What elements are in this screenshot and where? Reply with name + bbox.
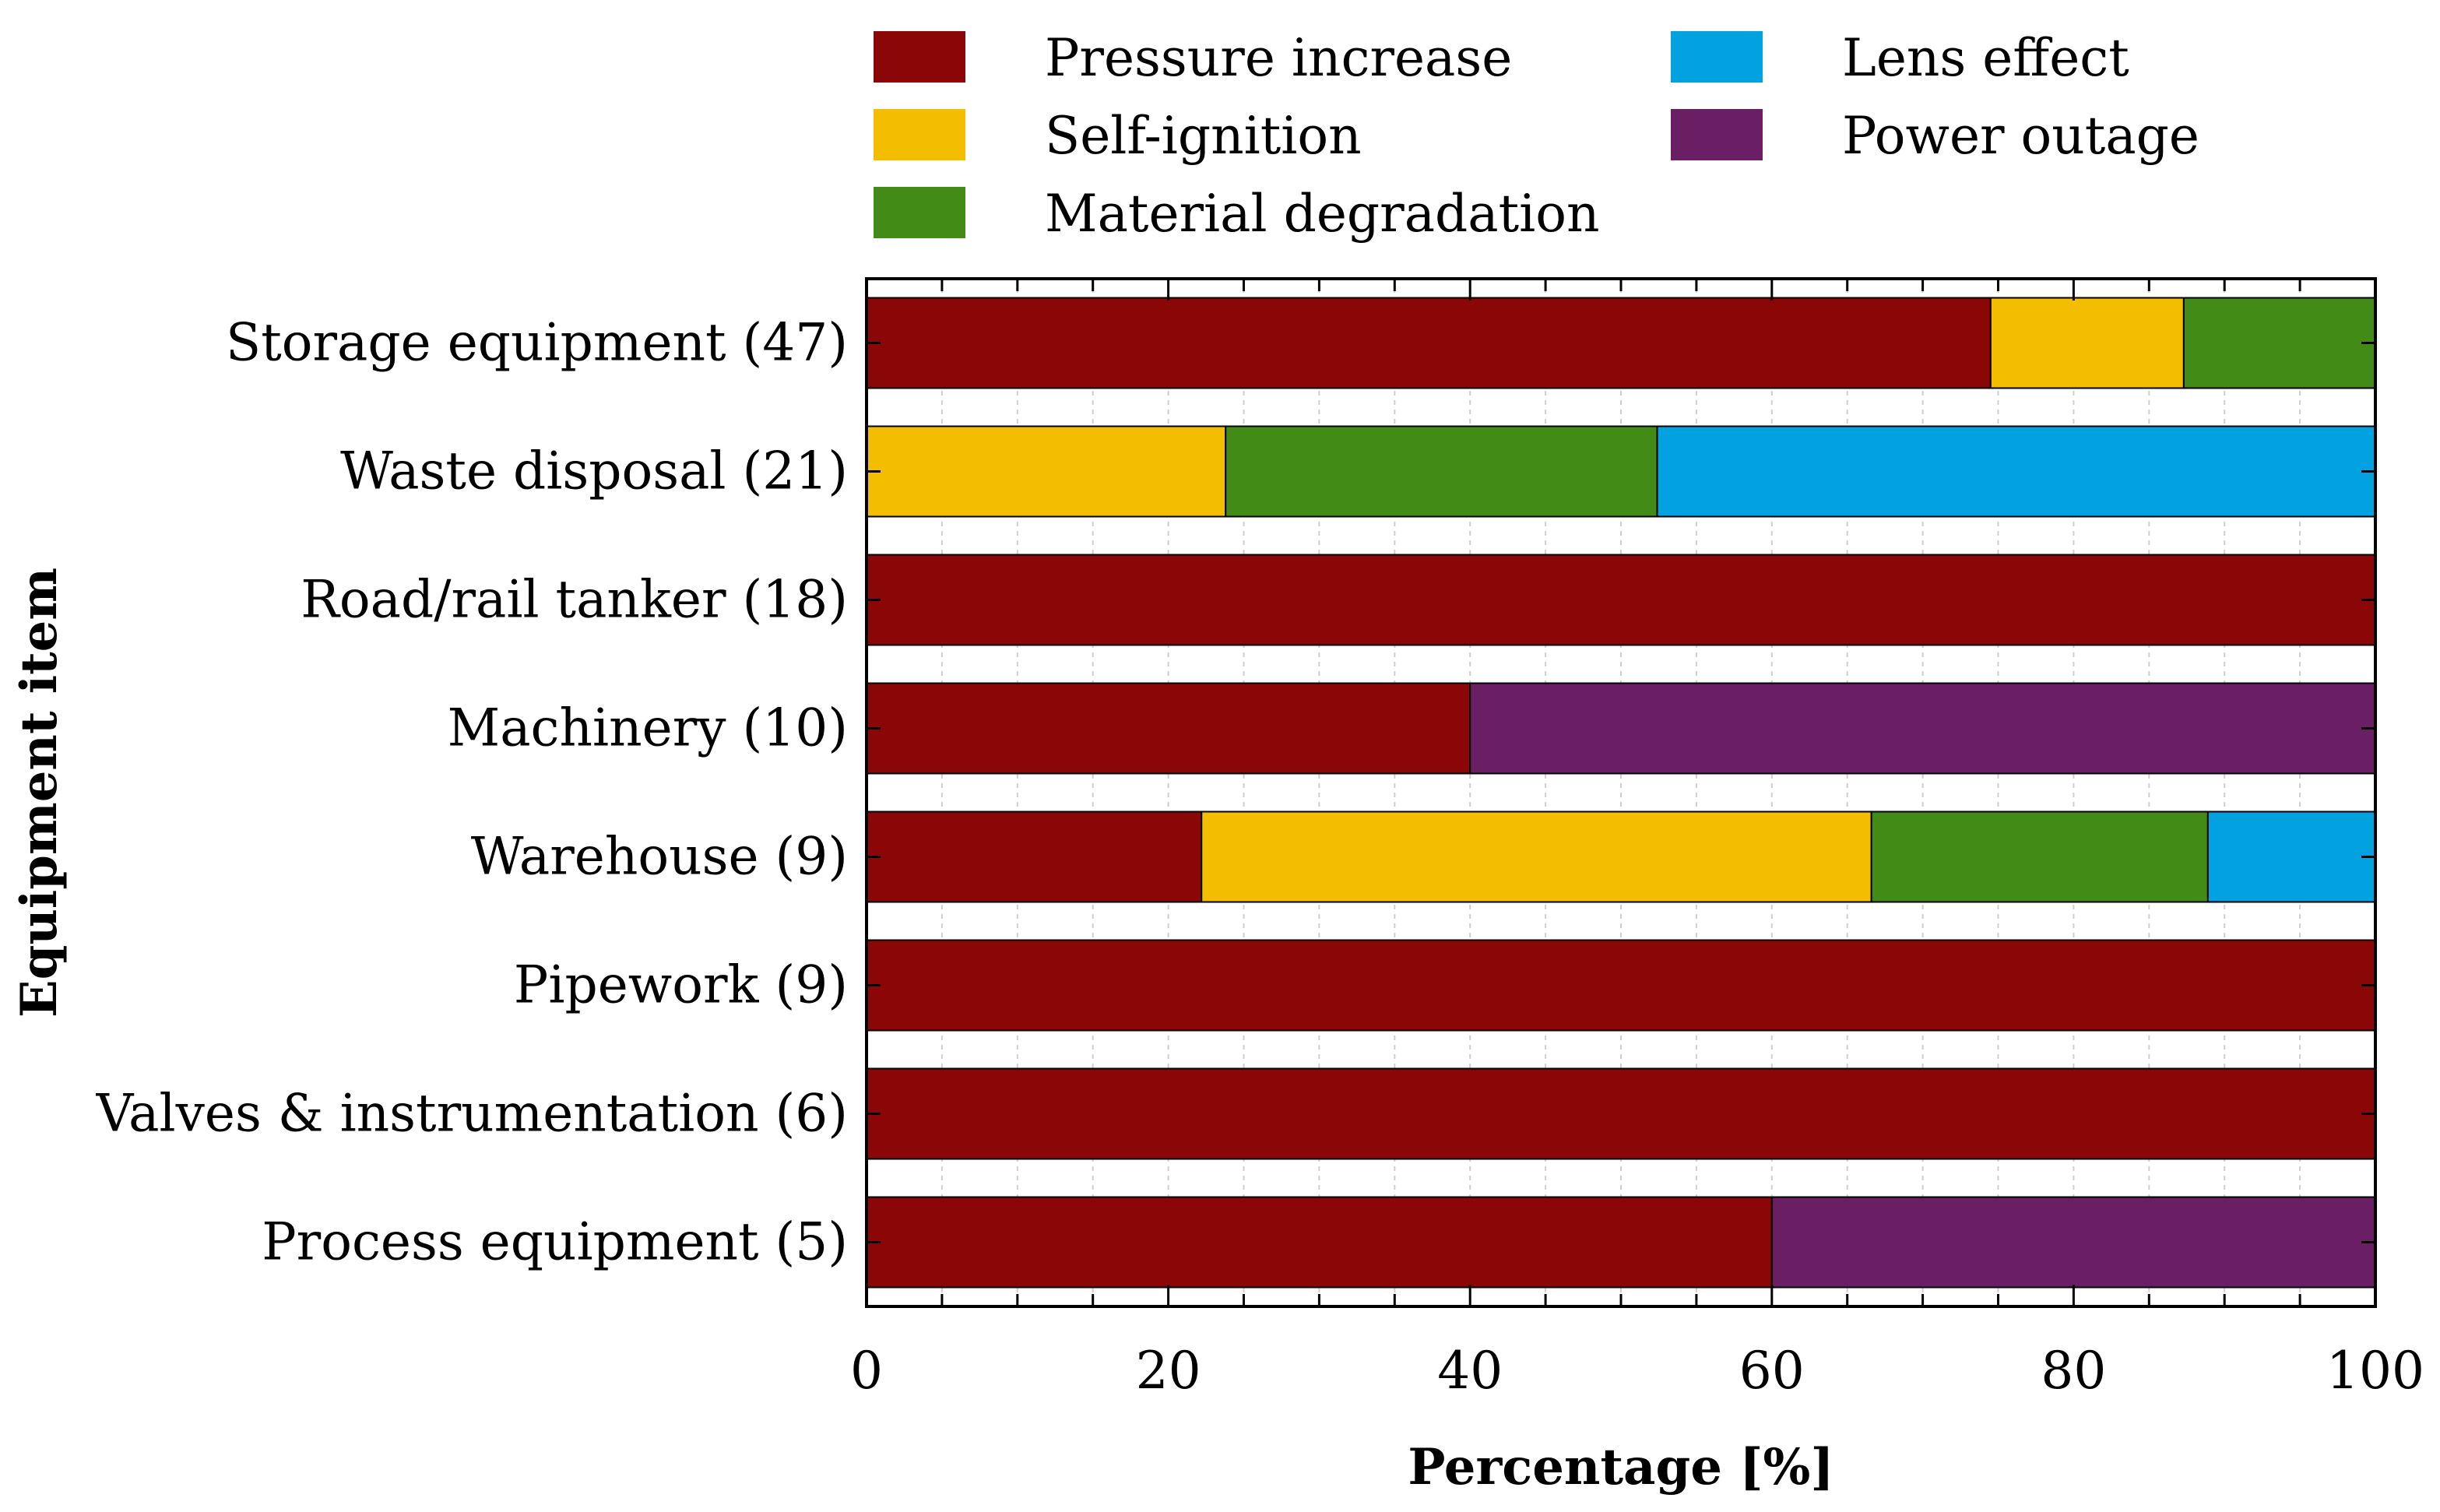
bar-segment	[866, 939, 2376, 1032]
x-tick-label: 20	[1136, 1341, 1201, 1401]
x-axis-label: Percentage [%]	[1408, 1438, 1834, 1496]
bar-segment	[1770, 1196, 2377, 1289]
y-tick-label: Process equipment (5)	[262, 1212, 848, 1272]
bars	[866, 297, 2377, 1289]
y-tick-label: Warehouse (9)	[471, 827, 848, 887]
y-tick-labels: Storage equipment (47) Waste disposal (21…	[96, 313, 848, 1272]
legend-label: Lens effect	[1842, 28, 2129, 88]
bar-segment	[866, 297, 1992, 389]
legend-swatch-pressure-increase	[874, 31, 965, 83]
bar-segment	[866, 1067, 2376, 1160]
y-tick-label: Storage equipment (47)	[226, 313, 848, 373]
x-tick-label: 40	[1437, 1341, 1503, 1401]
legend-swatch-lens-effect	[1671, 31, 1763, 83]
y-tick-label: Waste disposal (21)	[340, 441, 848, 501]
bar-segment	[1469, 682, 2376, 775]
bar-segment	[1201, 811, 1872, 903]
bar-segment	[2182, 297, 2377, 389]
y-tick-label: Road/rail tanker (18)	[301, 570, 848, 630]
bar-segment	[1870, 811, 2209, 903]
x-tick-labels: 0 20 40 60 80 100	[850, 1341, 2424, 1401]
legend-swatch-power-outage	[1671, 109, 1763, 160]
bar-segment	[1225, 425, 1658, 518]
bar-segment	[866, 554, 2376, 646]
x-tick-label: 80	[2041, 1341, 2106, 1401]
legend-label: Power outage	[1842, 106, 2199, 166]
legend: Pressure increase Self-ignition Material d…	[874, 28, 2199, 244]
legend-label: Self-ignition	[1045, 106, 1362, 166]
bar-segment	[1656, 425, 2376, 518]
x-tick-label: 100	[2326, 1341, 2424, 1401]
bar-segment	[1989, 297, 2185, 389]
legend-swatch-material-degradation	[874, 187, 965, 238]
plot-frame	[865, 277, 2377, 1308]
y-axis-label: Equipment item	[10, 568, 69, 1018]
legend-label: Material degradation	[1045, 184, 1600, 244]
bar-segment	[2206, 811, 2377, 903]
legend-label: Pressure increase	[1045, 28, 1512, 88]
bar-segment	[866, 682, 1471, 775]
x-tick-label: 60	[1739, 1341, 1805, 1401]
bar-segment	[866, 425, 1227, 518]
legend-swatch-self-ignition	[874, 109, 965, 160]
bar-segment	[866, 811, 1203, 903]
bar-segment	[866, 1196, 1773, 1289]
y-tick-label: Pipework (9)	[514, 955, 848, 1015]
y-tick-label: Valves & instrumentation (6)	[96, 1084, 848, 1144]
x-tick-label: 0	[850, 1341, 883, 1401]
y-tick-label: Machinery (10)	[448, 698, 848, 758]
